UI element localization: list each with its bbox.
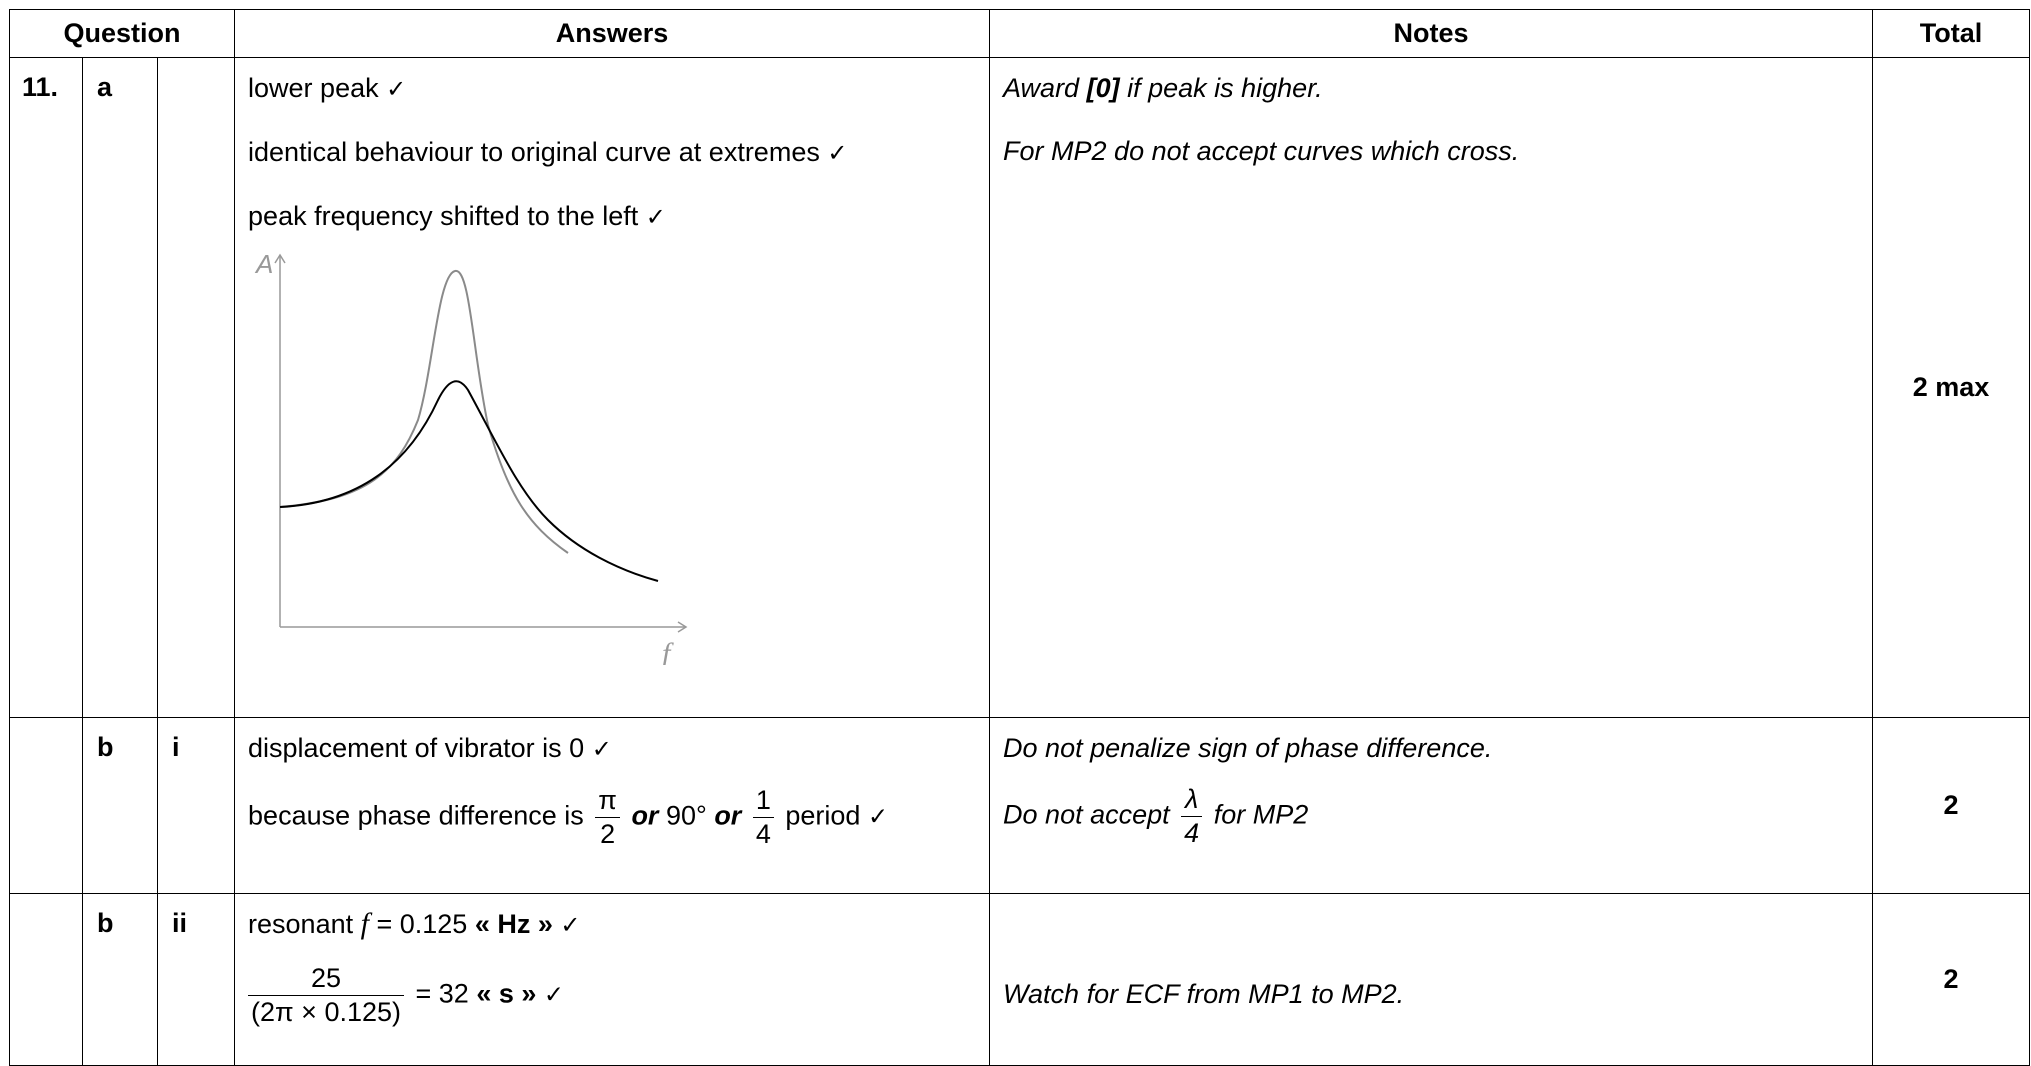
note-line: Do not penalize sign of phase difference… xyxy=(1003,733,1493,763)
header-total: Total xyxy=(1872,9,2031,58)
question-subpart: i xyxy=(156,717,236,894)
table-row: b i displacement of vibrator is 0 ✓ beca… xyxy=(9,717,2031,894)
notes-cell: Do not penalize sign of phase difference… xyxy=(989,717,1874,894)
question-number xyxy=(9,893,83,1066)
notes-cell: Watch for ECF from MP1 to MP2. xyxy=(989,893,1874,1066)
original-curve xyxy=(279,270,569,554)
answers-cell: resonant f = 0.125 « Hz » ✓ 25 (2π × 0.12… xyxy=(234,893,991,1066)
header-question: Question xyxy=(8,9,236,58)
check-icon: ✓ xyxy=(560,911,581,939)
answer-line: lower peak ✓ xyxy=(248,73,407,103)
answer-line: displacement of vibrator is 0 ✓ xyxy=(248,733,612,763)
question-part: b xyxy=(82,717,158,894)
answer-line: identical behaviour to original curve at… xyxy=(248,137,848,167)
note-line: Watch for ECF from MP1 to MP2. xyxy=(1003,979,1405,1009)
x-axis-arrow xyxy=(677,621,688,633)
question-number: 11. xyxy=(9,57,83,718)
total-marks: 2 max xyxy=(1872,57,2031,718)
total-marks: 2 xyxy=(1872,717,2031,894)
answer-line: 25 (2π × 0.125) = 32 « s » ✓ xyxy=(248,965,977,1026)
damped-curve xyxy=(279,380,659,582)
header-notes: Notes xyxy=(989,9,1874,58)
check-icon: ✓ xyxy=(827,139,848,167)
check-icon: ✓ xyxy=(591,735,612,763)
fraction-period: 25 (2π × 0.125) xyxy=(248,965,404,1026)
question-subpart xyxy=(156,57,236,718)
note-line: For MP2 do not accept curves which cross… xyxy=(1003,136,1520,166)
header-answers: Answers xyxy=(234,9,991,58)
y-axis-arrow xyxy=(274,253,286,264)
answers-cell: displacement of vibrator is 0 ✓ because … xyxy=(234,717,991,894)
table-row: 11. a lower peak ✓ identical behaviour t… xyxy=(9,57,2031,718)
y-axis-label: A xyxy=(254,249,273,279)
question-part: a xyxy=(82,57,158,718)
note-line: Award [0] if peak is higher. xyxy=(1003,73,1323,103)
question-number xyxy=(9,717,83,894)
table-row: b ii resonant f = 0.125 « Hz » ✓ 25 (2π ×… xyxy=(9,893,2031,1066)
resonance-graph: A f xyxy=(254,249,688,665)
total-marks: 2 xyxy=(1872,893,2031,1066)
notes-cell: Award [0] if peak is higher. For MP2 do … xyxy=(989,57,1874,718)
answer-line: peak frequency shifted to the left ✓ xyxy=(248,201,666,231)
x-axis-label: f xyxy=(662,637,674,665)
answers-cell: lower peak ✓ identical behaviour to orig… xyxy=(234,57,991,718)
question-subpart: ii xyxy=(156,893,236,1066)
check-icon: ✓ xyxy=(386,75,407,103)
markscheme-table: Question Answers Notes Total 11. a lower… xyxy=(8,9,2031,1066)
answer-line: resonant f = 0.125 « Hz » ✓ xyxy=(248,907,581,940)
check-icon: ✓ xyxy=(543,980,565,1009)
header-row: Question Answers Notes Total xyxy=(8,9,2031,58)
check-icon: ✓ xyxy=(867,802,889,831)
check-icon: ✓ xyxy=(645,203,666,231)
question-part: b xyxy=(82,893,158,1066)
